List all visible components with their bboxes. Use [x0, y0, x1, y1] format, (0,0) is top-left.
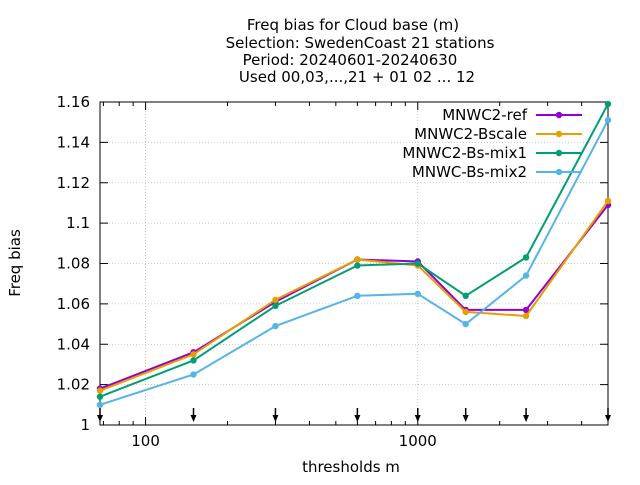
y-tick-label: 1 [80, 416, 90, 434]
data-point [522, 306, 530, 314]
data-point [462, 320, 469, 328]
threshold-marker-head [605, 415, 611, 422]
series-line [99, 200, 609, 392]
legend-swatch-point [555, 149, 563, 157]
legend-label: MNWC-Bs-mix2 [412, 163, 527, 181]
data-point [604, 197, 612, 205]
threshold-marker-head [354, 415, 361, 422]
data-point [272, 322, 279, 330]
plot-series [96, 100, 612, 409]
data-point [354, 292, 361, 299]
series-4 [96, 116, 612, 409]
data-point [96, 393, 104, 400]
series-line [99, 204, 609, 390]
threshold-marker-head [523, 415, 530, 422]
series-line [99, 103, 609, 398]
x-tick-label: 100 [131, 432, 160, 450]
axes: 1 1.02 1.04 1.06 1.08 1.1 1.12 1.14 1.16 100 1000 [57, 93, 611, 450]
title-line-1: Freq bias for Cloud base (m) [247, 16, 459, 34]
y-tick-label: 1.02 [57, 376, 90, 394]
title-line-3: Period: 20240601-20240630 [243, 51, 458, 69]
data-point [354, 256, 361, 263]
series-3 [96, 100, 612, 400]
threshold-marker-head [97, 415, 103, 422]
x-tick-label: 1000 [399, 432, 437, 450]
data-point [462, 308, 469, 316]
series-2 [96, 197, 612, 394]
legend-swatch-point [555, 111, 563, 119]
data-point [272, 302, 279, 310]
x-axis-label: thresholds m [302, 458, 400, 476]
threshold-marker-head [414, 415, 421, 422]
data-point [604, 116, 612, 124]
threshold-marker-head [462, 415, 469, 422]
legend-label: MNWC2-Bs-mix1 [402, 144, 527, 162]
data-point [190, 351, 197, 358]
y-tick-label: 1.04 [57, 335, 90, 353]
threshold-marker-head [190, 415, 197, 422]
data-point [522, 312, 530, 320]
chart-title: Freq bias for Cloud base (m) Selection: … [226, 16, 495, 86]
data-point [190, 357, 197, 364]
data-point [272, 296, 279, 304]
grid [100, 102, 608, 425]
data-point [414, 260, 421, 267]
y-tick-label: 1.14 [57, 133, 90, 151]
legend: MNWC2-refMNWC2-BscaleMNWC2-Bs-mix1MNWC-B… [402, 106, 582, 181]
data-point [414, 290, 421, 297]
data-point [522, 254, 530, 261]
data-point [190, 371, 197, 378]
data-point [354, 262, 361, 269]
legend-label: MNWC2-Bscale [414, 125, 527, 143]
y-tick-label: 1.06 [57, 295, 90, 313]
legend-label: MNWC2-ref [442, 106, 527, 124]
plot-frame [99, 101, 609, 426]
data-point [96, 401, 104, 409]
y-tick-label: 1.12 [57, 174, 90, 192]
y-tick-label: 1.08 [57, 255, 90, 273]
legend-swatch-point [555, 130, 563, 138]
data-point [604, 100, 612, 108]
series-line [99, 119, 609, 406]
title-line-4: Used 00,03,...,21 + 01 02 ... 12 [239, 68, 475, 86]
data-point [462, 292, 469, 299]
threshold-marker-head [272, 415, 279, 422]
data-point [522, 272, 530, 279]
y-axis-label: Freq bias [6, 229, 24, 297]
y-tick-label: 1.1 [66, 214, 90, 232]
legend-swatch-point [555, 168, 563, 176]
title-line-2: Selection: SwedenCoast 21 stations [226, 34, 495, 52]
y-tick-label: 1.16 [57, 93, 90, 111]
data-point [96, 387, 104, 394]
